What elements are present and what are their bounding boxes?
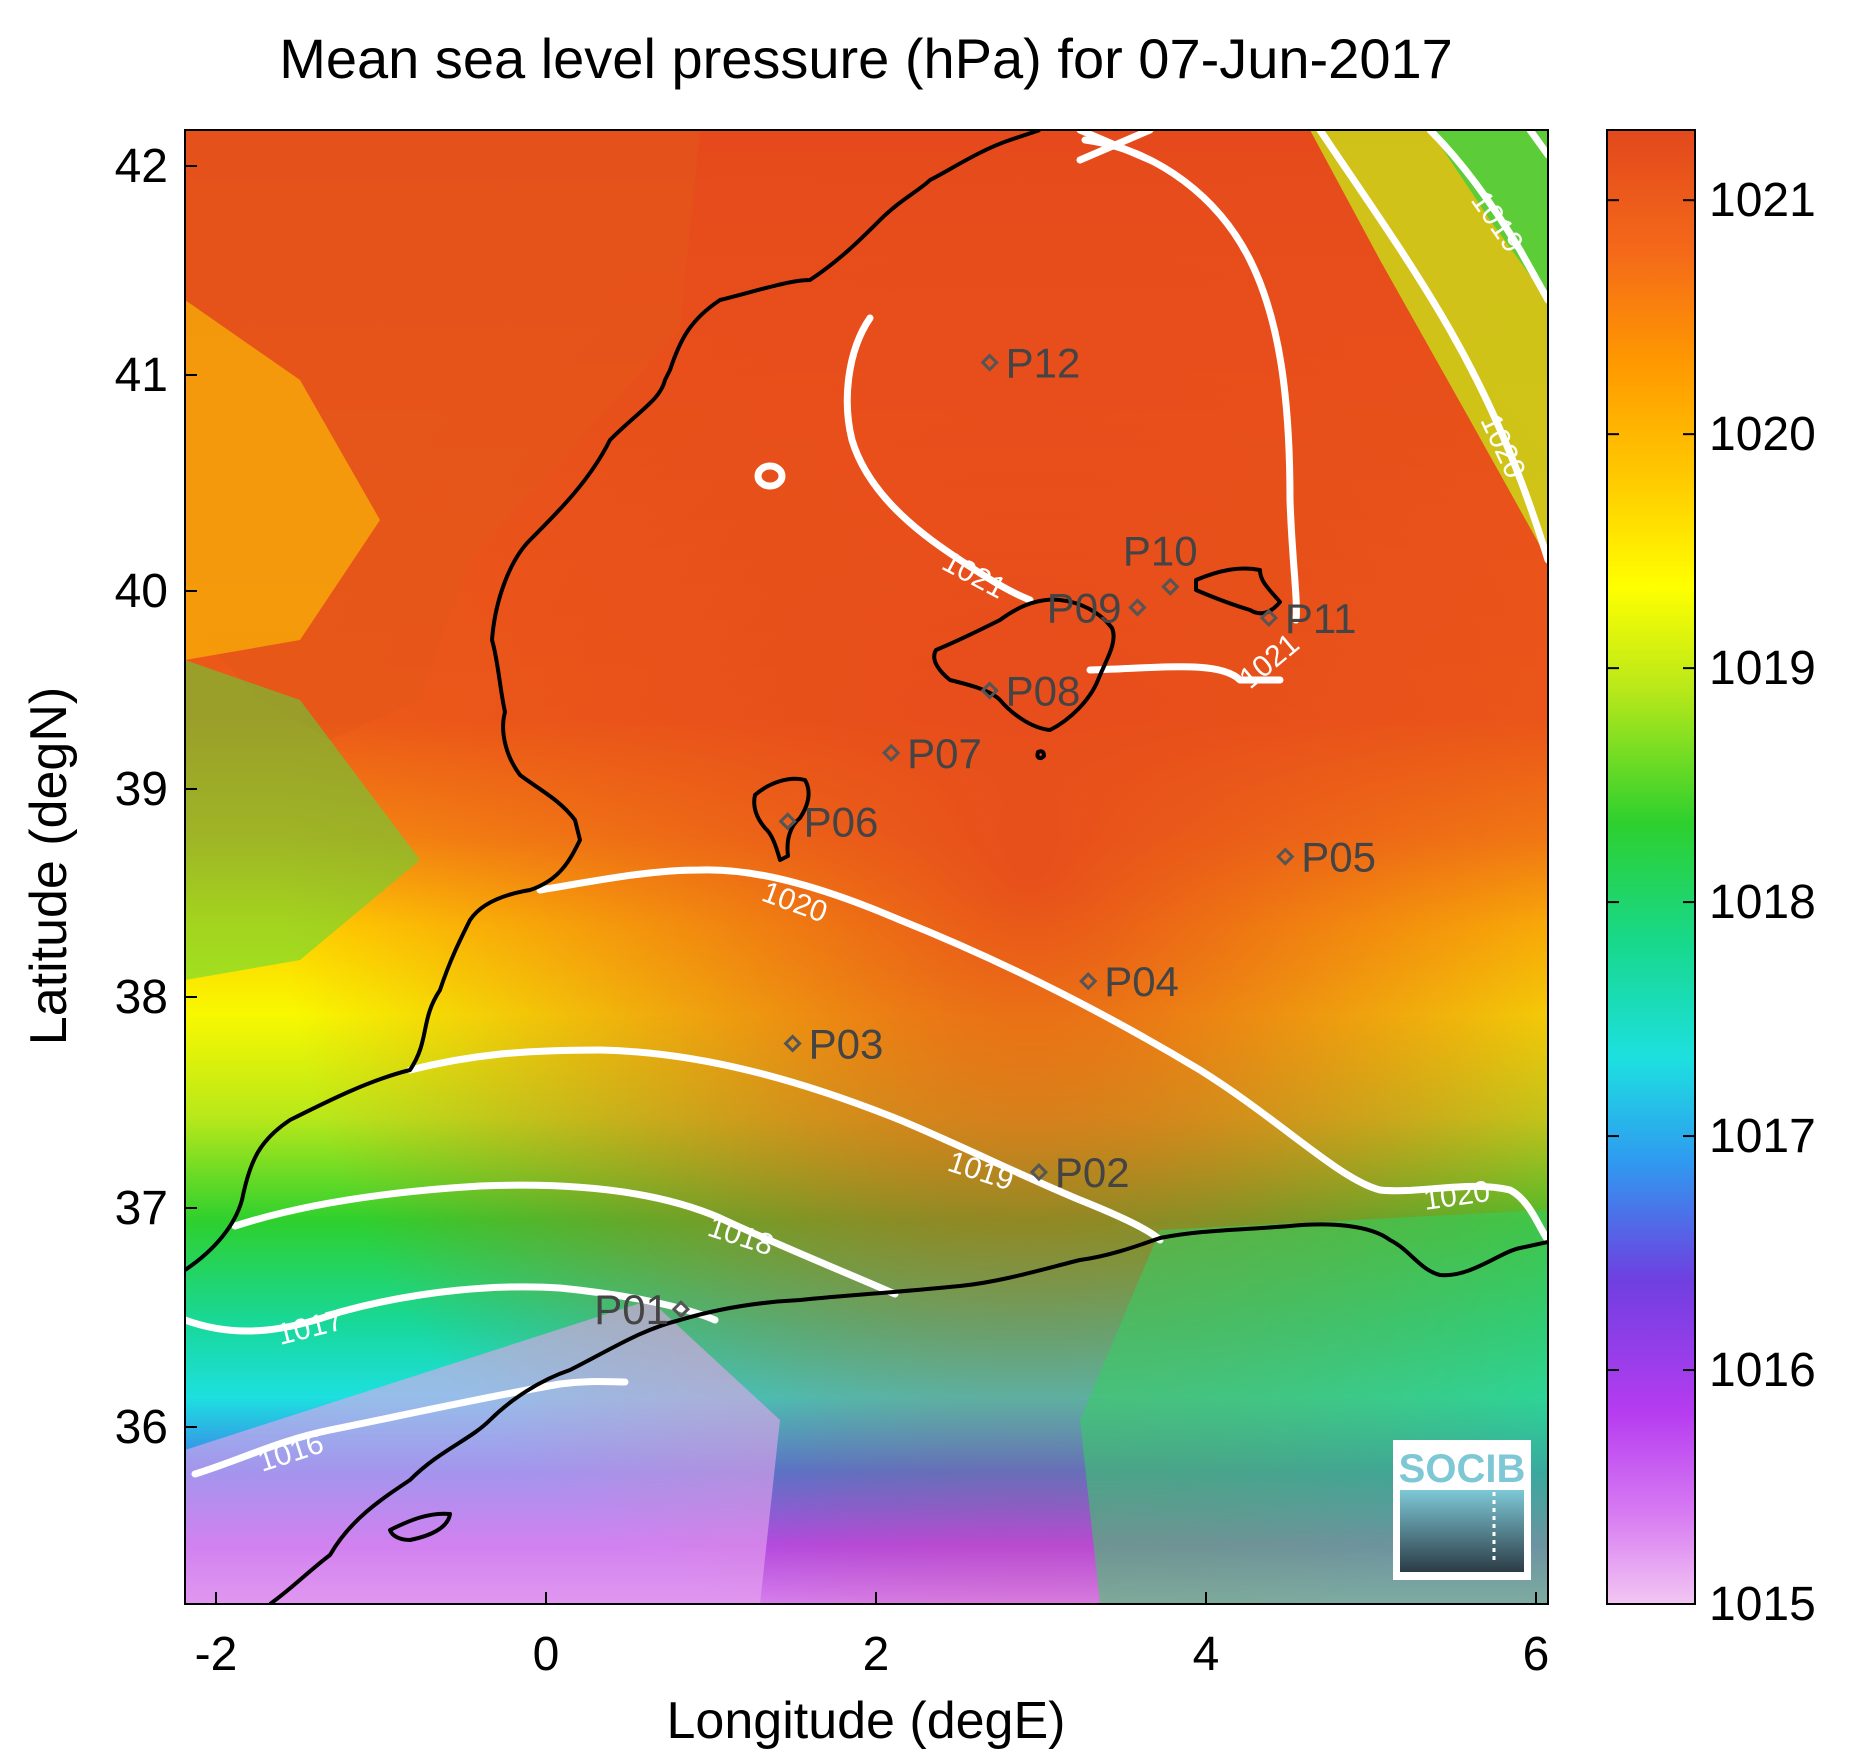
contour-1021-line bbox=[843, 314, 1034, 604]
station-label: P12 bbox=[1006, 340, 1081, 387]
station-marker bbox=[671, 1300, 691, 1319]
x-tick-label: 0 bbox=[533, 1628, 560, 1681]
colorbar: 1015 1016 1017 1018 1019 1020 1021 bbox=[1606, 129, 1816, 1631]
colorbar-tick-label: 1020 bbox=[1709, 408, 1816, 461]
x-axis: -2 0 2 4 6 Longitude (degE) bbox=[195, 1592, 1550, 1750]
island-mallorca bbox=[932, 597, 1116, 732]
ne-gradient-patch bbox=[1310, 130, 1548, 560]
island-menorca bbox=[1194, 566, 1282, 616]
x-tick-label: 2 bbox=[863, 1628, 890, 1681]
station-label: P03 bbox=[809, 1020, 884, 1067]
island-alboran bbox=[388, 1511, 452, 1542]
y-tick-label: 37 bbox=[115, 1182, 168, 1235]
x-tick-label: 4 bbox=[1193, 1628, 1220, 1681]
colorbar-tick-label: 1017 bbox=[1709, 1110, 1816, 1163]
colorbar-tick-label: 1021 bbox=[1709, 174, 1816, 227]
x-tick-label: 6 bbox=[1523, 1628, 1550, 1681]
island-ibiza bbox=[752, 776, 811, 862]
contour-1021-peak bbox=[1076, 130, 1154, 164]
contour-1019 bbox=[406, 1046, 1164, 1244]
station-label: P09 bbox=[1047, 584, 1122, 631]
colorbar-ticks: 1015 1016 1017 1018 1019 1020 1021 bbox=[1607, 174, 1816, 1631]
y-tick-label: 40 bbox=[115, 565, 168, 618]
colorbar-tick-label: 1016 bbox=[1709, 1344, 1816, 1397]
y-tick-label: 42 bbox=[115, 140, 168, 193]
logo-wave bbox=[1400, 1490, 1524, 1572]
station-label: P05 bbox=[1301, 834, 1376, 881]
chart-title: Mean sea level pressure (hPa) for 07-Jun… bbox=[279, 27, 1453, 90]
contour-1021-north bbox=[1081, 136, 1300, 624]
contour-1017 bbox=[185, 1283, 719, 1335]
station-marker bbox=[1161, 577, 1180, 596]
y-axis: 36 37 38 39 40 41 42 Latitude (degN) bbox=[20, 140, 197, 1454]
station-label: P06 bbox=[804, 798, 879, 845]
y-axis-label: Latitude (degN) bbox=[20, 687, 78, 1045]
station-marker bbox=[1128, 598, 1147, 617]
station-label: P10 bbox=[1123, 528, 1198, 575]
land-yellow-patch bbox=[185, 300, 380, 660]
y-tick-label: 36 bbox=[115, 1401, 168, 1454]
x-tick-label: -2 bbox=[195, 1628, 238, 1681]
colorbar-tick-label: 1019 bbox=[1709, 642, 1816, 695]
y-tick-label: 39 bbox=[115, 763, 168, 816]
y-tick-label: 41 bbox=[115, 349, 168, 402]
colorbar-gradient bbox=[1606, 129, 1696, 1605]
station-marker bbox=[1276, 847, 1295, 866]
station-marker bbox=[980, 353, 999, 372]
land-green-patch bbox=[185, 660, 420, 980]
station-marker bbox=[783, 1034, 802, 1053]
contour-1018 bbox=[231, 1181, 899, 1298]
contour-1020-south bbox=[536, 866, 1548, 1244]
station-marker bbox=[1259, 608, 1278, 627]
plot-frame bbox=[184, 129, 1549, 1605]
contour-1016 bbox=[191, 1378, 629, 1478]
contour-1019-ne bbox=[1426, 130, 1548, 304]
contour-1019-ne-cap bbox=[1526, 130, 1548, 159]
station-marker bbox=[1029, 1163, 1049, 1182]
ne-green-patch bbox=[1430, 130, 1548, 300]
station-marker bbox=[882, 743, 901, 762]
station-label: P08 bbox=[1006, 668, 1081, 715]
station-label: P02 bbox=[1055, 1149, 1130, 1196]
station-marker bbox=[1079, 972, 1098, 991]
coastline-africa bbox=[268, 1222, 1548, 1604]
station-label: P04 bbox=[1104, 958, 1179, 1005]
coastline-iberia bbox=[185, 130, 1041, 1272]
station-marker bbox=[778, 812, 797, 831]
y-tick-label: 38 bbox=[115, 971, 168, 1024]
station-label: P01 bbox=[594, 1286, 669, 1333]
station-label: P11 bbox=[1285, 595, 1357, 642]
x-axis-label: Longitude (degE) bbox=[667, 1692, 1066, 1750]
island-cabrera bbox=[1035, 749, 1046, 761]
contour-1021-small bbox=[754, 462, 786, 490]
contour-1021-loop bbox=[1086, 663, 1284, 684]
contour-1020-east bbox=[1316, 130, 1548, 564]
colorbar-tick-label: 1018 bbox=[1709, 876, 1816, 929]
plot-area: 1021 1021 1020 1020 1020 1019 1019 1018 … bbox=[185, 130, 1548, 1604]
station-label: P07 bbox=[907, 730, 982, 777]
africa-pink-patch bbox=[185, 1300, 780, 1604]
socib-logo: SOCIB bbox=[1393, 1440, 1531, 1580]
station-marker bbox=[980, 681, 999, 700]
logo-text: SOCIB bbox=[1399, 1447, 1526, 1491]
colorbar-tick-label: 1015 bbox=[1709, 1578, 1816, 1631]
